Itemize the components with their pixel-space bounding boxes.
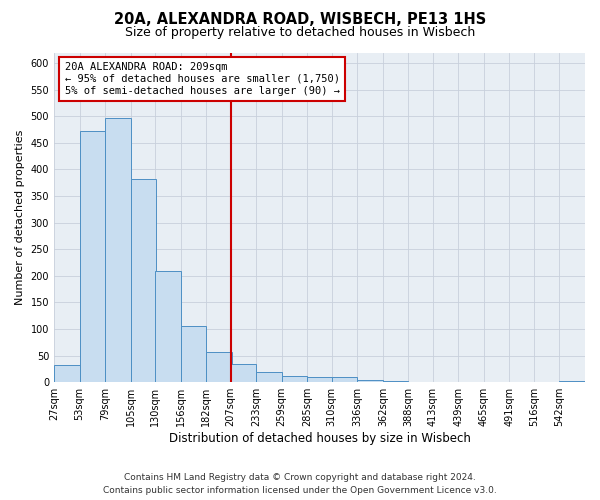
- Bar: [54, 365, 80, 382]
- Bar: [80, 130, 105, 382]
- Text: Size of property relative to detached houses in Wisbech: Size of property relative to detached ho…: [125, 26, 475, 39]
- Bar: [181, 326, 206, 382]
- Bar: [256, 372, 282, 382]
- Bar: [307, 377, 333, 382]
- Bar: [131, 179, 156, 382]
- Text: 20A, ALEXANDRA ROAD, WISBECH, PE13 1HS: 20A, ALEXANDRA ROAD, WISBECH, PE13 1HS: [114, 12, 486, 28]
- Bar: [559, 381, 585, 382]
- Text: 20A ALEXANDRA ROAD: 209sqm
← 95% of detached houses are smaller (1,750)
5% of se: 20A ALEXANDRA ROAD: 209sqm ← 95% of deta…: [65, 62, 340, 96]
- Bar: [105, 118, 131, 382]
- Bar: [358, 380, 383, 382]
- Y-axis label: Number of detached properties: Number of detached properties: [15, 130, 25, 305]
- Text: Contains HM Land Registry data © Crown copyright and database right 2024.
Contai: Contains HM Land Registry data © Crown c…: [103, 474, 497, 495]
- Bar: [231, 364, 256, 382]
- Bar: [155, 270, 181, 382]
- Bar: [282, 376, 307, 382]
- Bar: [383, 381, 409, 382]
- Bar: [206, 352, 232, 382]
- X-axis label: Distribution of detached houses by size in Wisbech: Distribution of detached houses by size …: [169, 432, 470, 445]
- Bar: [332, 377, 358, 382]
